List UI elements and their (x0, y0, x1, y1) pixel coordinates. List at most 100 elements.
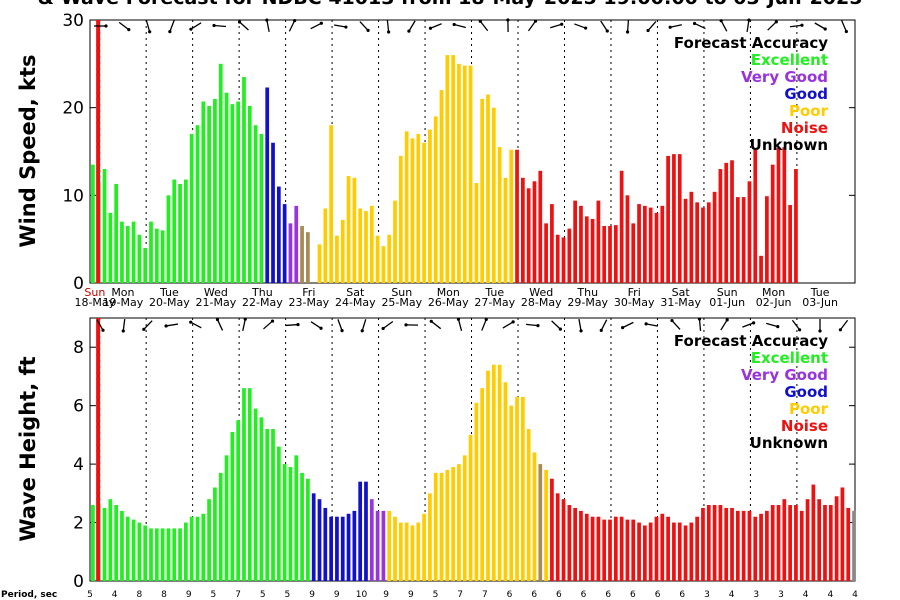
direction-arrowhead (270, 319, 275, 323)
direction-arrow (720, 20, 728, 32)
data-bar (358, 481, 363, 581)
y-tick-label: 2 (73, 514, 84, 534)
period-value: 9 (334, 590, 340, 600)
legend-item: Very Good (741, 68, 828, 86)
legend-title: Forecast Accuracy (674, 34, 828, 52)
y-tick-label: 4 (73, 455, 84, 475)
direction-arrow (502, 321, 514, 329)
data-bar (433, 472, 438, 581)
data-bar (584, 216, 589, 283)
direction-arrow (96, 319, 104, 331)
data-bar (782, 147, 787, 283)
data-bar (689, 191, 694, 283)
data-bar (695, 516, 700, 581)
direction-arrowhead (293, 19, 297, 23)
period-value: 6 (556, 590, 562, 600)
day-labels: Sun18-MayMon19-MayTue20-MayWed21-MayThu2… (74, 286, 838, 309)
data-bar (648, 522, 653, 581)
data-bar (509, 149, 514, 283)
data-bar (718, 505, 723, 581)
data-bar (526, 429, 531, 581)
data-bar (288, 467, 293, 581)
data-bar (172, 528, 177, 581)
data-bar (207, 499, 211, 581)
data-bar (637, 522, 641, 581)
data-bar (276, 446, 281, 581)
data-bar (613, 516, 618, 581)
direction-arrow (746, 19, 750, 33)
period-value: 6 (655, 590, 661, 600)
direction-arrowhead (621, 326, 625, 330)
day-date-label: 25-May (381, 296, 422, 309)
period-value: 8 (136, 590, 142, 600)
data-bar (387, 510, 392, 581)
data-bar (724, 162, 729, 283)
day-date-label: 30-May (614, 296, 655, 309)
data-bar (544, 469, 548, 581)
period-value: 9 (309, 590, 315, 600)
data-bar (271, 142, 275, 283)
data-bar (201, 101, 206, 283)
data-bar (102, 169, 107, 283)
legend-item: Noise (781, 119, 828, 137)
direction-arrow (550, 23, 562, 29)
direction-arrow (310, 22, 322, 30)
data-bar (346, 176, 351, 283)
direction-arrowhead (774, 20, 778, 24)
direction-arrowhead (344, 25, 348, 29)
data-bar (428, 129, 432, 283)
data-bar (730, 507, 734, 581)
direction-arrowhead (605, 29, 609, 33)
day-name-label: Wed (204, 286, 228, 299)
period-value: 6 (531, 590, 537, 600)
direction-arrowhead (752, 321, 756, 325)
period-value: 9 (383, 590, 389, 600)
data-bar (433, 116, 438, 283)
direction-arrowhead (697, 317, 702, 321)
y-tick-label: 30 (62, 11, 84, 31)
data-bar (794, 505, 798, 581)
data-bar (207, 105, 211, 283)
day-name-label: Tue (484, 286, 504, 299)
direction-arrow (841, 20, 847, 32)
direction-arrowhead (506, 18, 510, 22)
data-bar (160, 230, 165, 283)
data-bar (114, 505, 119, 581)
direction-arrow (169, 20, 175, 32)
period-value: 9 (186, 590, 192, 600)
y-axis-label: Wave Height, ft (16, 356, 40, 541)
direction-arrow (239, 21, 249, 31)
day-name-label: Wed (529, 286, 553, 299)
period-value: 5 (211, 590, 217, 600)
period-value: 5 (433, 590, 439, 600)
direction-arrow (288, 20, 296, 32)
data-bar (677, 154, 682, 283)
direction-arrow (647, 21, 657, 31)
direction-arrowhead (536, 324, 540, 328)
direction-arrowhead (747, 18, 751, 22)
direction-arrowhead (800, 23, 804, 27)
data-bar (712, 505, 717, 581)
data-bar (468, 434, 473, 581)
data-bar (381, 510, 386, 581)
legend-item: Poor (789, 102, 829, 120)
data-bar (172, 179, 177, 283)
data-bar (701, 207, 705, 283)
data-bar (509, 405, 514, 581)
data-bar (724, 507, 729, 581)
data-bar (753, 516, 758, 581)
data-bar (718, 169, 723, 283)
data-bar (271, 429, 275, 581)
direction-arrowhead (838, 328, 842, 332)
data-bar (666, 155, 670, 283)
period-value: 3 (753, 590, 759, 600)
direction-arrow (430, 23, 442, 29)
data-bar (439, 472, 444, 581)
data-bar (364, 211, 368, 283)
data-bar (422, 513, 426, 581)
data-bar (311, 493, 316, 581)
day-name-label: Sun (717, 286, 738, 299)
direction-arrowhead (644, 322, 648, 326)
data-bar (242, 76, 246, 283)
data-bar (352, 510, 357, 581)
